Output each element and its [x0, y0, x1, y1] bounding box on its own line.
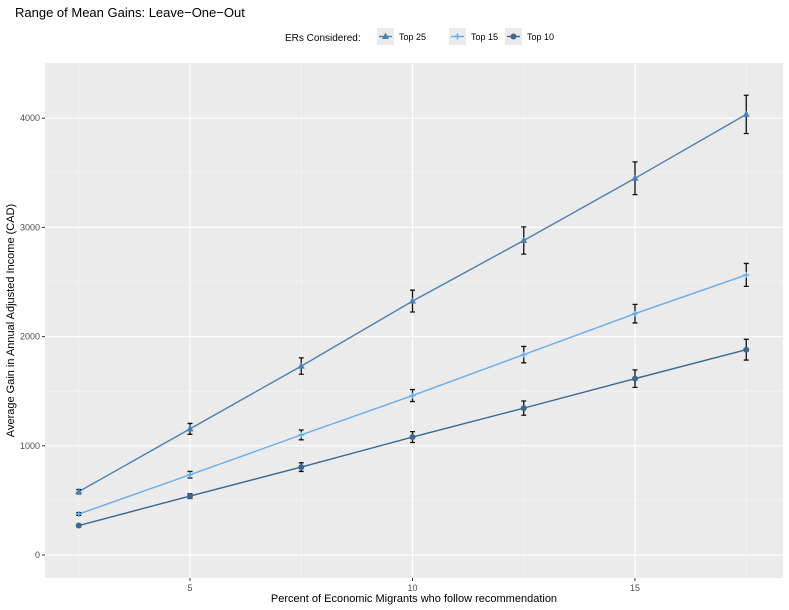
data-point: [743, 346, 750, 353]
y-tick-label: 0: [35, 550, 40, 560]
data-point: [187, 493, 193, 500]
legend-label: Top 10: [527, 32, 554, 42]
data-point: [520, 236, 528, 244]
data-point: [298, 431, 305, 438]
legend-item: Top 25: [377, 28, 426, 45]
data-point: [743, 271, 750, 278]
series-top-15: [75, 262, 750, 518]
data-point: [409, 297, 416, 304]
data-point: [298, 464, 305, 471]
legend-marker: [382, 32, 389, 39]
data-point: [631, 174, 639, 181]
y-tick-label: 1000: [20, 441, 40, 451]
plot-panel: [45, 63, 783, 578]
x-tick-label: 15: [630, 583, 640, 593]
x-tick-label: 5: [187, 583, 192, 593]
data-point: [632, 310, 638, 317]
data-point: [742, 110, 750, 117]
legend-title: ERs Considered:: [285, 33, 361, 44]
data-point: [186, 424, 194, 432]
y-axis-label: Average Gain in Annual Adjusted Income (…: [5, 204, 17, 437]
chart-title: Range of Mean Gains: Leave−One−Out: [15, 5, 245, 20]
y-tick-label: 2000: [20, 332, 40, 342]
data-point: [297, 362, 305, 369]
legend-marker: [510, 33, 517, 40]
data-point: [75, 522, 82, 529]
y-tick-label: 3000: [20, 222, 40, 232]
series-top-25: [75, 94, 750, 495]
legend-item: Top 15: [449, 28, 498, 45]
data-point: [409, 392, 416, 399]
legend-marker: [454, 33, 461, 40]
data-point: [187, 471, 193, 478]
y-tick-label: 4000: [20, 113, 40, 123]
data-point: [520, 405, 527, 412]
series-top-10: [75, 338, 750, 529]
data-point: [409, 434, 416, 441]
data-point: [520, 351, 527, 358]
data-point: [632, 375, 638, 382]
data-point: [75, 511, 82, 518]
legend-label: Top 25: [399, 32, 426, 42]
x-tick-label: 10: [407, 583, 417, 593]
legend-label: Top 15: [471, 32, 498, 42]
x-axis-label: Percent of Economic Migrants who follow …: [271, 593, 557, 605]
legend-item: Top 10: [505, 28, 554, 45]
data-point: [75, 487, 83, 495]
